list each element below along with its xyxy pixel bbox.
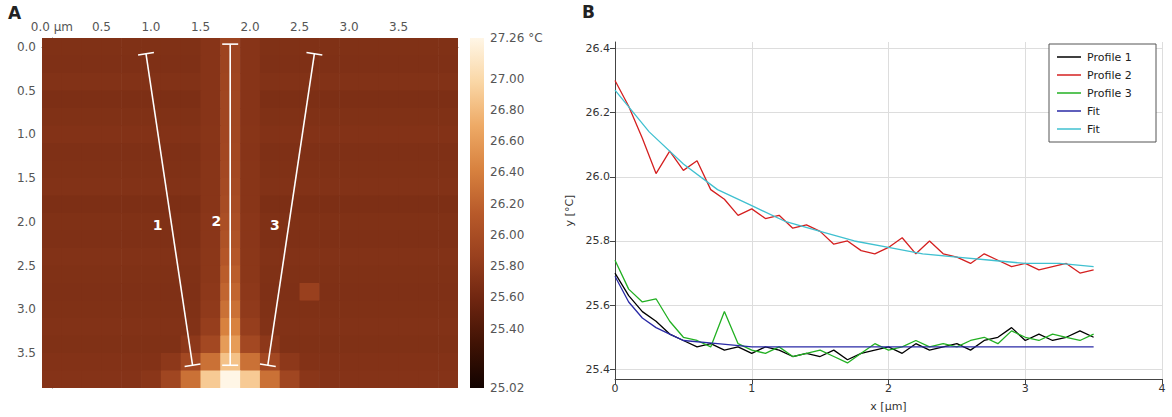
svg-text:2.5: 2.5 [17, 259, 36, 273]
svg-text:1.5: 1.5 [17, 171, 36, 185]
svg-text:25.40: 25.40 [490, 322, 524, 336]
svg-text:27.26 °C: 27.26 °C [490, 31, 543, 45]
svg-text:1.0: 1.0 [141, 20, 160, 34]
svg-text:26.4: 26.4 [586, 42, 611, 55]
svg-text:x [µm]: x [µm] [870, 400, 906, 413]
svg-text:2: 2 [211, 213, 221, 229]
svg-text:25.4: 25.4 [586, 363, 611, 376]
svg-text:3: 3 [270, 217, 280, 233]
svg-text:0.0: 0.0 [17, 40, 36, 54]
svg-text:0.0 µm: 0.0 µm [31, 20, 73, 34]
svg-text:2.5: 2.5 [290, 20, 309, 34]
svg-text:2.0: 2.0 [17, 215, 36, 229]
svg-text:27.00: 27.00 [490, 72, 524, 86]
svg-text:25.80: 25.80 [490, 259, 524, 273]
svg-text:3.0: 3.0 [340, 20, 359, 34]
svg-text:3.5: 3.5 [389, 20, 408, 34]
svg-text:0.5: 0.5 [92, 20, 111, 34]
svg-text:Profile 1: Profile 1 [1087, 51, 1132, 64]
svg-text:1.5: 1.5 [191, 20, 210, 34]
svg-text:2: 2 [885, 382, 892, 395]
svg-text:3: 3 [1022, 382, 1029, 395]
svg-text:26.60: 26.60 [490, 134, 524, 148]
svg-text:2.0: 2.0 [240, 20, 259, 34]
svg-text:25.6: 25.6 [586, 299, 611, 312]
svg-text:3.0: 3.0 [17, 302, 36, 316]
svg-text:26.40: 26.40 [490, 165, 524, 179]
svg-text:3.5: 3.5 [17, 346, 36, 360]
svg-text:26.0: 26.0 [586, 170, 611, 183]
svg-text:26.00: 26.00 [490, 228, 524, 242]
svg-text:Profile 2: Profile 2 [1087, 69, 1132, 82]
svg-text:y [°C]: y [°C] [563, 195, 576, 227]
svg-text:26.2: 26.2 [586, 106, 611, 119]
svg-text:25.02: 25.02 [490, 381, 524, 395]
svg-text:25.8: 25.8 [586, 234, 611, 247]
svg-text:Profile 3: Profile 3 [1087, 87, 1132, 100]
svg-text:1.0: 1.0 [17, 127, 36, 141]
svg-text:Fit: Fit [1087, 105, 1101, 118]
svg-text:A: A [8, 3, 22, 23]
svg-text:0: 0 [612, 382, 619, 395]
svg-text:1: 1 [748, 382, 755, 395]
svg-text:1: 1 [153, 217, 163, 233]
svg-text:0.5: 0.5 [17, 84, 36, 98]
svg-text:26.80: 26.80 [490, 103, 524, 117]
svg-text:Fit: Fit [1087, 123, 1101, 136]
svg-text:25.60: 25.60 [490, 290, 524, 304]
svg-text:B: B [582, 2, 595, 22]
svg-text:26.20: 26.20 [490, 197, 524, 211]
svg-text:4: 4 [1159, 382, 1166, 395]
